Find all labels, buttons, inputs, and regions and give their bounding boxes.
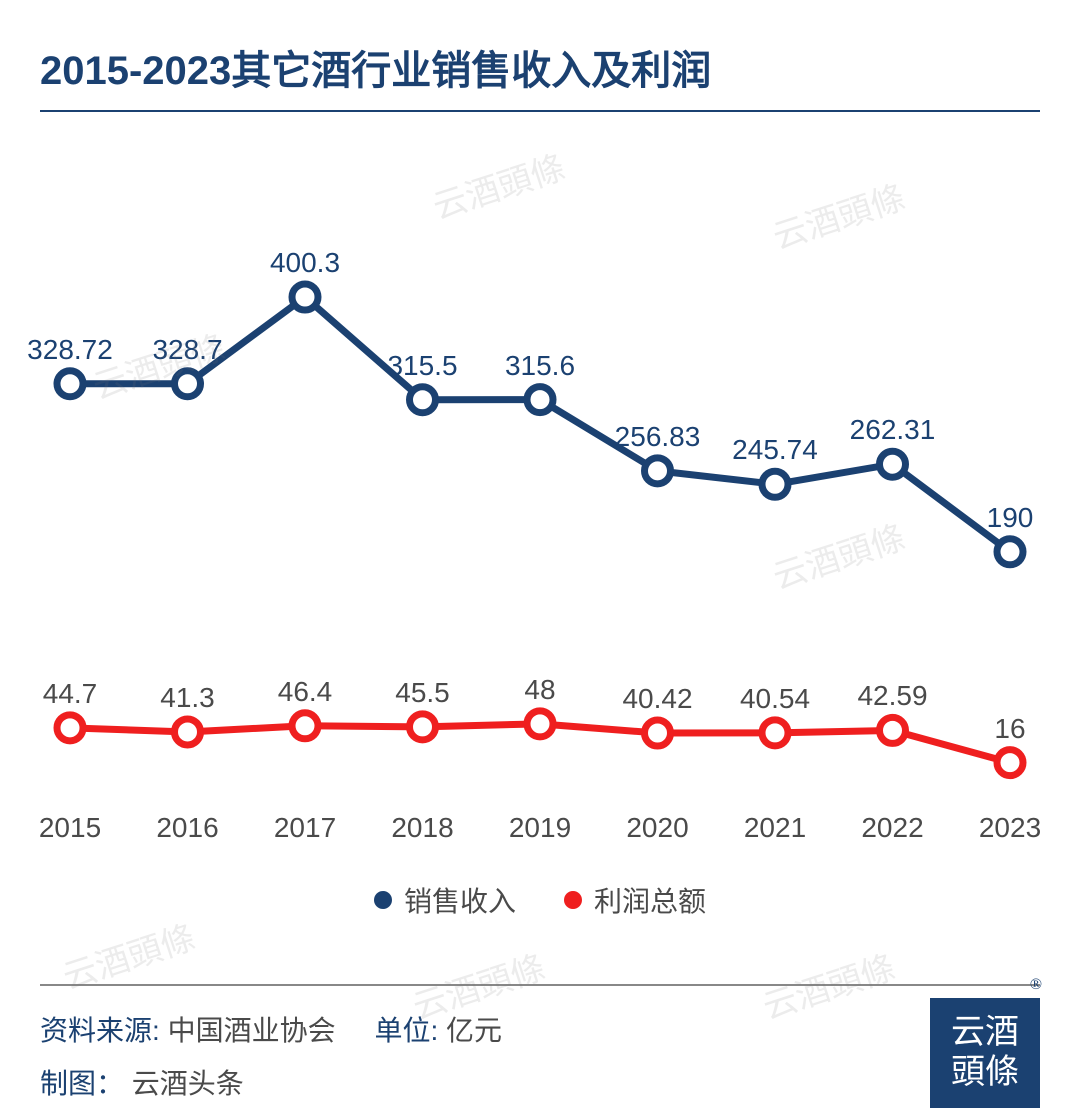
data-label: 315.5 (387, 350, 457, 382)
chart-title: 2015-2023其它酒行业销售收入及利润 (40, 38, 1040, 110)
data-point (762, 720, 788, 746)
data-label: 262.31 (850, 414, 936, 446)
data-point (57, 715, 83, 741)
data-label: 328.72 (27, 334, 113, 366)
credit-line: 制图： 云酒头条 (40, 1057, 1040, 1110)
data-label: 328.7 (152, 334, 222, 366)
x-axis-label: 2015 (39, 812, 101, 844)
title-underline (40, 110, 1040, 112)
x-axis-label: 2017 (274, 812, 336, 844)
x-axis-label: 2016 (156, 812, 218, 844)
brand-logo: ® 云酒頭條 (930, 998, 1040, 1108)
data-point (645, 720, 671, 746)
unit-label: 单位: (374, 1015, 438, 1046)
data-label: 315.6 (505, 350, 575, 382)
data-label: 44.7 (43, 678, 98, 710)
line-chart-svg (40, 142, 1040, 862)
data-point (57, 371, 83, 397)
legend-item: 销售收入 (374, 880, 516, 920)
data-point (880, 451, 906, 477)
data-point (762, 471, 788, 497)
data-label: 16 (994, 713, 1025, 745)
legend-label: 利润总额 (594, 880, 706, 920)
x-axis-label: 2020 (626, 812, 688, 844)
trademark-icon: ® (1030, 976, 1042, 994)
source-value: 中国酒业协会 (168, 1015, 336, 1046)
footer: 资料来源: 中国酒业协会 单位: 亿元 制图： 云酒头条 ® 云酒頭條 (40, 1004, 1040, 1110)
data-label: 40.42 (622, 683, 692, 715)
x-axis-label: 2019 (509, 812, 571, 844)
data-label: 42.59 (857, 680, 927, 712)
data-point (527, 387, 553, 413)
data-point (410, 387, 436, 413)
data-point (410, 714, 436, 740)
data-label: 46.4 (278, 676, 333, 708)
data-point (292, 284, 318, 310)
x-axis-label: 2022 (861, 812, 923, 844)
x-axis-label: 2023 (979, 812, 1041, 844)
data-point (645, 458, 671, 484)
data-label: 256.83 (615, 421, 701, 453)
logo-text: 云酒頭條 (951, 1013, 1019, 1091)
data-label: 190 (987, 502, 1034, 534)
legend: 销售收入 利润总额 (40, 880, 1040, 920)
data-label: 41.3 (160, 682, 215, 714)
source-label: 资料来源: (40, 1015, 160, 1046)
data-point (997, 539, 1023, 565)
legend-dot-icon (374, 891, 392, 909)
data-point (175, 719, 201, 745)
x-axis-label: 2018 (391, 812, 453, 844)
source-line: 资料来源: 中国酒业协会 单位: 亿元 (40, 1004, 1040, 1057)
data-label: 40.54 (740, 683, 810, 715)
data-label: 45.5 (395, 677, 450, 709)
credit-value: 云酒头条 (132, 1068, 244, 1099)
x-axis-label: 2021 (744, 812, 806, 844)
data-point (997, 750, 1023, 776)
legend-item: 利润总额 (564, 880, 706, 920)
data-label: 245.74 (732, 434, 818, 466)
data-point (175, 371, 201, 397)
unit-value: 亿元 (446, 1015, 502, 1046)
data-point (527, 711, 553, 737)
data-point (880, 717, 906, 743)
data-label: 400.3 (270, 247, 340, 279)
data-label: 48 (524, 674, 555, 706)
chart-area: 328.72328.7400.3315.5315.6256.83245.7426… (40, 142, 1040, 862)
footer-separator (40, 984, 1040, 986)
data-point (292, 713, 318, 739)
legend-label: 销售收入 (404, 880, 516, 920)
credit-label: 制图： (40, 1068, 124, 1099)
legend-dot-icon (564, 891, 582, 909)
